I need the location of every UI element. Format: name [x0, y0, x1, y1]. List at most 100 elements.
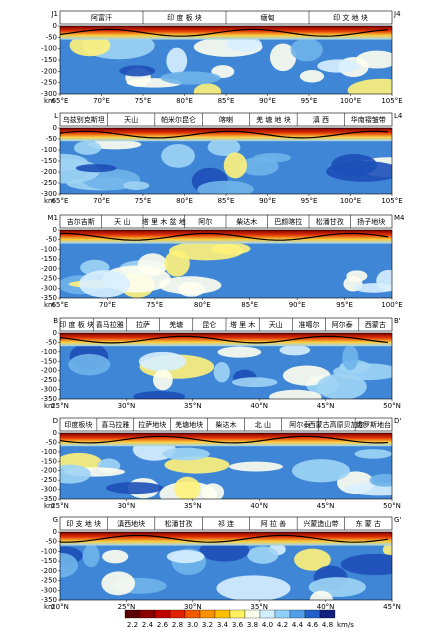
- colorbar-cell: [214, 609, 231, 619]
- colorbar-tick: 3.4: [217, 621, 229, 629]
- moho-line: [60, 232, 389, 241]
- colorbar-tick: 2.8: [172, 621, 183, 629]
- anomaly: [105, 482, 164, 495]
- corner-label: L: [54, 112, 58, 120]
- x-tick-label: 75°E: [135, 197, 152, 205]
- anomaly: [174, 476, 201, 499]
- x-tick-label: 90°E: [259, 197, 276, 205]
- x-tick-label: 100°E: [381, 301, 402, 309]
- anomaly: [213, 362, 230, 383]
- block-label: 吉尔吉斯: [67, 217, 95, 226]
- colorbar-tick: 3.0: [187, 621, 198, 629]
- x-tick-label: 70°E: [99, 301, 116, 309]
- anomaly: [60, 464, 91, 484]
- x-tick-label: 40°N: [250, 502, 268, 510]
- anomaly: [78, 270, 131, 298]
- x-tick-label: 65°E: [52, 301, 69, 309]
- anomaly: [299, 70, 325, 83]
- moho-line: [60, 130, 389, 139]
- x-unit: km: [44, 402, 55, 410]
- y-tick-label: -300: [41, 486, 57, 494]
- block-label: 巴颜喀拉: [274, 217, 302, 226]
- anomaly: [353, 283, 392, 293]
- anomaly: [342, 345, 359, 371]
- anomaly: [75, 164, 117, 173]
- x-unit: km: [44, 97, 55, 105]
- y-tick-label: 0: [53, 226, 57, 234]
- block-label: 喜马拉雅: [96, 320, 124, 329]
- anomaly: [102, 549, 129, 564]
- y-tick-label: -150: [41, 56, 57, 64]
- velocity-field: [60, 433, 392, 499]
- y-tick-label: -50: [46, 135, 57, 143]
- block-label: 滇西地块: [117, 519, 145, 528]
- anomaly: [217, 346, 262, 358]
- x-tick-label: 70°E: [93, 97, 110, 105]
- block-label: 俄罗斯地台: [356, 420, 391, 429]
- y-tick-label: -250: [41, 376, 57, 384]
- block-label: 阿 拉 善: [261, 519, 286, 528]
- anomaly: [240, 156, 279, 176]
- block-label: 北 山: [255, 420, 271, 429]
- y-tick-label: -50: [46, 538, 57, 546]
- block-label: 羌塘地块: [175, 420, 203, 429]
- colorbar-cell: [259, 609, 276, 619]
- x-tick-label: 85°E: [218, 197, 235, 205]
- x-tick-label: 50°N: [383, 502, 401, 510]
- x-tick-label: 35°N: [250, 603, 268, 611]
- corner-label: D': [394, 417, 401, 425]
- velocity-field: [60, 333, 392, 399]
- colorbar-cell: [124, 609, 141, 619]
- anomaly: [211, 242, 251, 255]
- moho-line: [60, 534, 389, 543]
- y-tick-label: -50: [46, 33, 57, 41]
- x-tick-label: 80°E: [176, 197, 193, 205]
- anomaly: [197, 180, 254, 194]
- block-label: 柴达木: [236, 217, 257, 226]
- moho-line: [60, 28, 389, 37]
- y-tick-label: -150: [41, 255, 57, 263]
- block-label: 天山: [269, 320, 283, 329]
- y-tick-label: 0: [53, 329, 57, 337]
- anomaly: [69, 34, 111, 57]
- colorbar-cell: [304, 609, 321, 619]
- colorbar-cell: [244, 609, 261, 619]
- anomaly: [160, 71, 221, 85]
- anomaly: [355, 50, 392, 69]
- anomaly: [347, 78, 392, 94]
- block-label: 乌兹别克斯坦: [63, 115, 105, 124]
- x-tick-label: 40°N: [250, 402, 268, 410]
- anomaly: [269, 43, 297, 72]
- block-label: 喀喇: [219, 115, 233, 124]
- block-label: 松潘甘孜: [316, 217, 344, 226]
- plot-frame: [59, 531, 393, 601]
- x-tick-label: 45°N: [317, 502, 335, 510]
- block-label: 柴达木: [216, 420, 237, 429]
- x-tick-label: 50°N: [383, 402, 401, 410]
- block-label: 滇 西: [313, 115, 329, 124]
- x-tick-label: 100°E: [340, 97, 361, 105]
- y-tick-label: -50: [46, 338, 57, 346]
- colorbar-tick: 3.8: [247, 621, 258, 629]
- x-tick-label: 70°E: [93, 197, 110, 205]
- corner-label: M4: [394, 214, 405, 222]
- y-tick-label: -300: [41, 90, 57, 98]
- colorbar-tick: 4.4: [292, 621, 304, 629]
- block-label: 印 文 地 块: [333, 13, 368, 22]
- crust: [60, 532, 392, 546]
- moho-line: [60, 435, 389, 444]
- header-frame: [59, 417, 393, 432]
- block-label: 阿尔: [198, 217, 212, 226]
- anomaly: [346, 270, 368, 282]
- y-tick-label: -150: [41, 157, 57, 165]
- x-unit: km: [44, 603, 55, 611]
- x-tick-label: 105°E: [381, 197, 402, 205]
- block-label: 塔 里 木 盆 地: [142, 217, 186, 226]
- x-tick-label: 90°E: [259, 97, 276, 105]
- crust: [60, 333, 392, 347]
- y-tick-label: 0: [53, 528, 57, 536]
- block-label: 西蒙古: [365, 320, 386, 329]
- crust: [60, 230, 392, 244]
- block-label: 拉萨: [136, 320, 150, 329]
- anomaly: [309, 590, 333, 600]
